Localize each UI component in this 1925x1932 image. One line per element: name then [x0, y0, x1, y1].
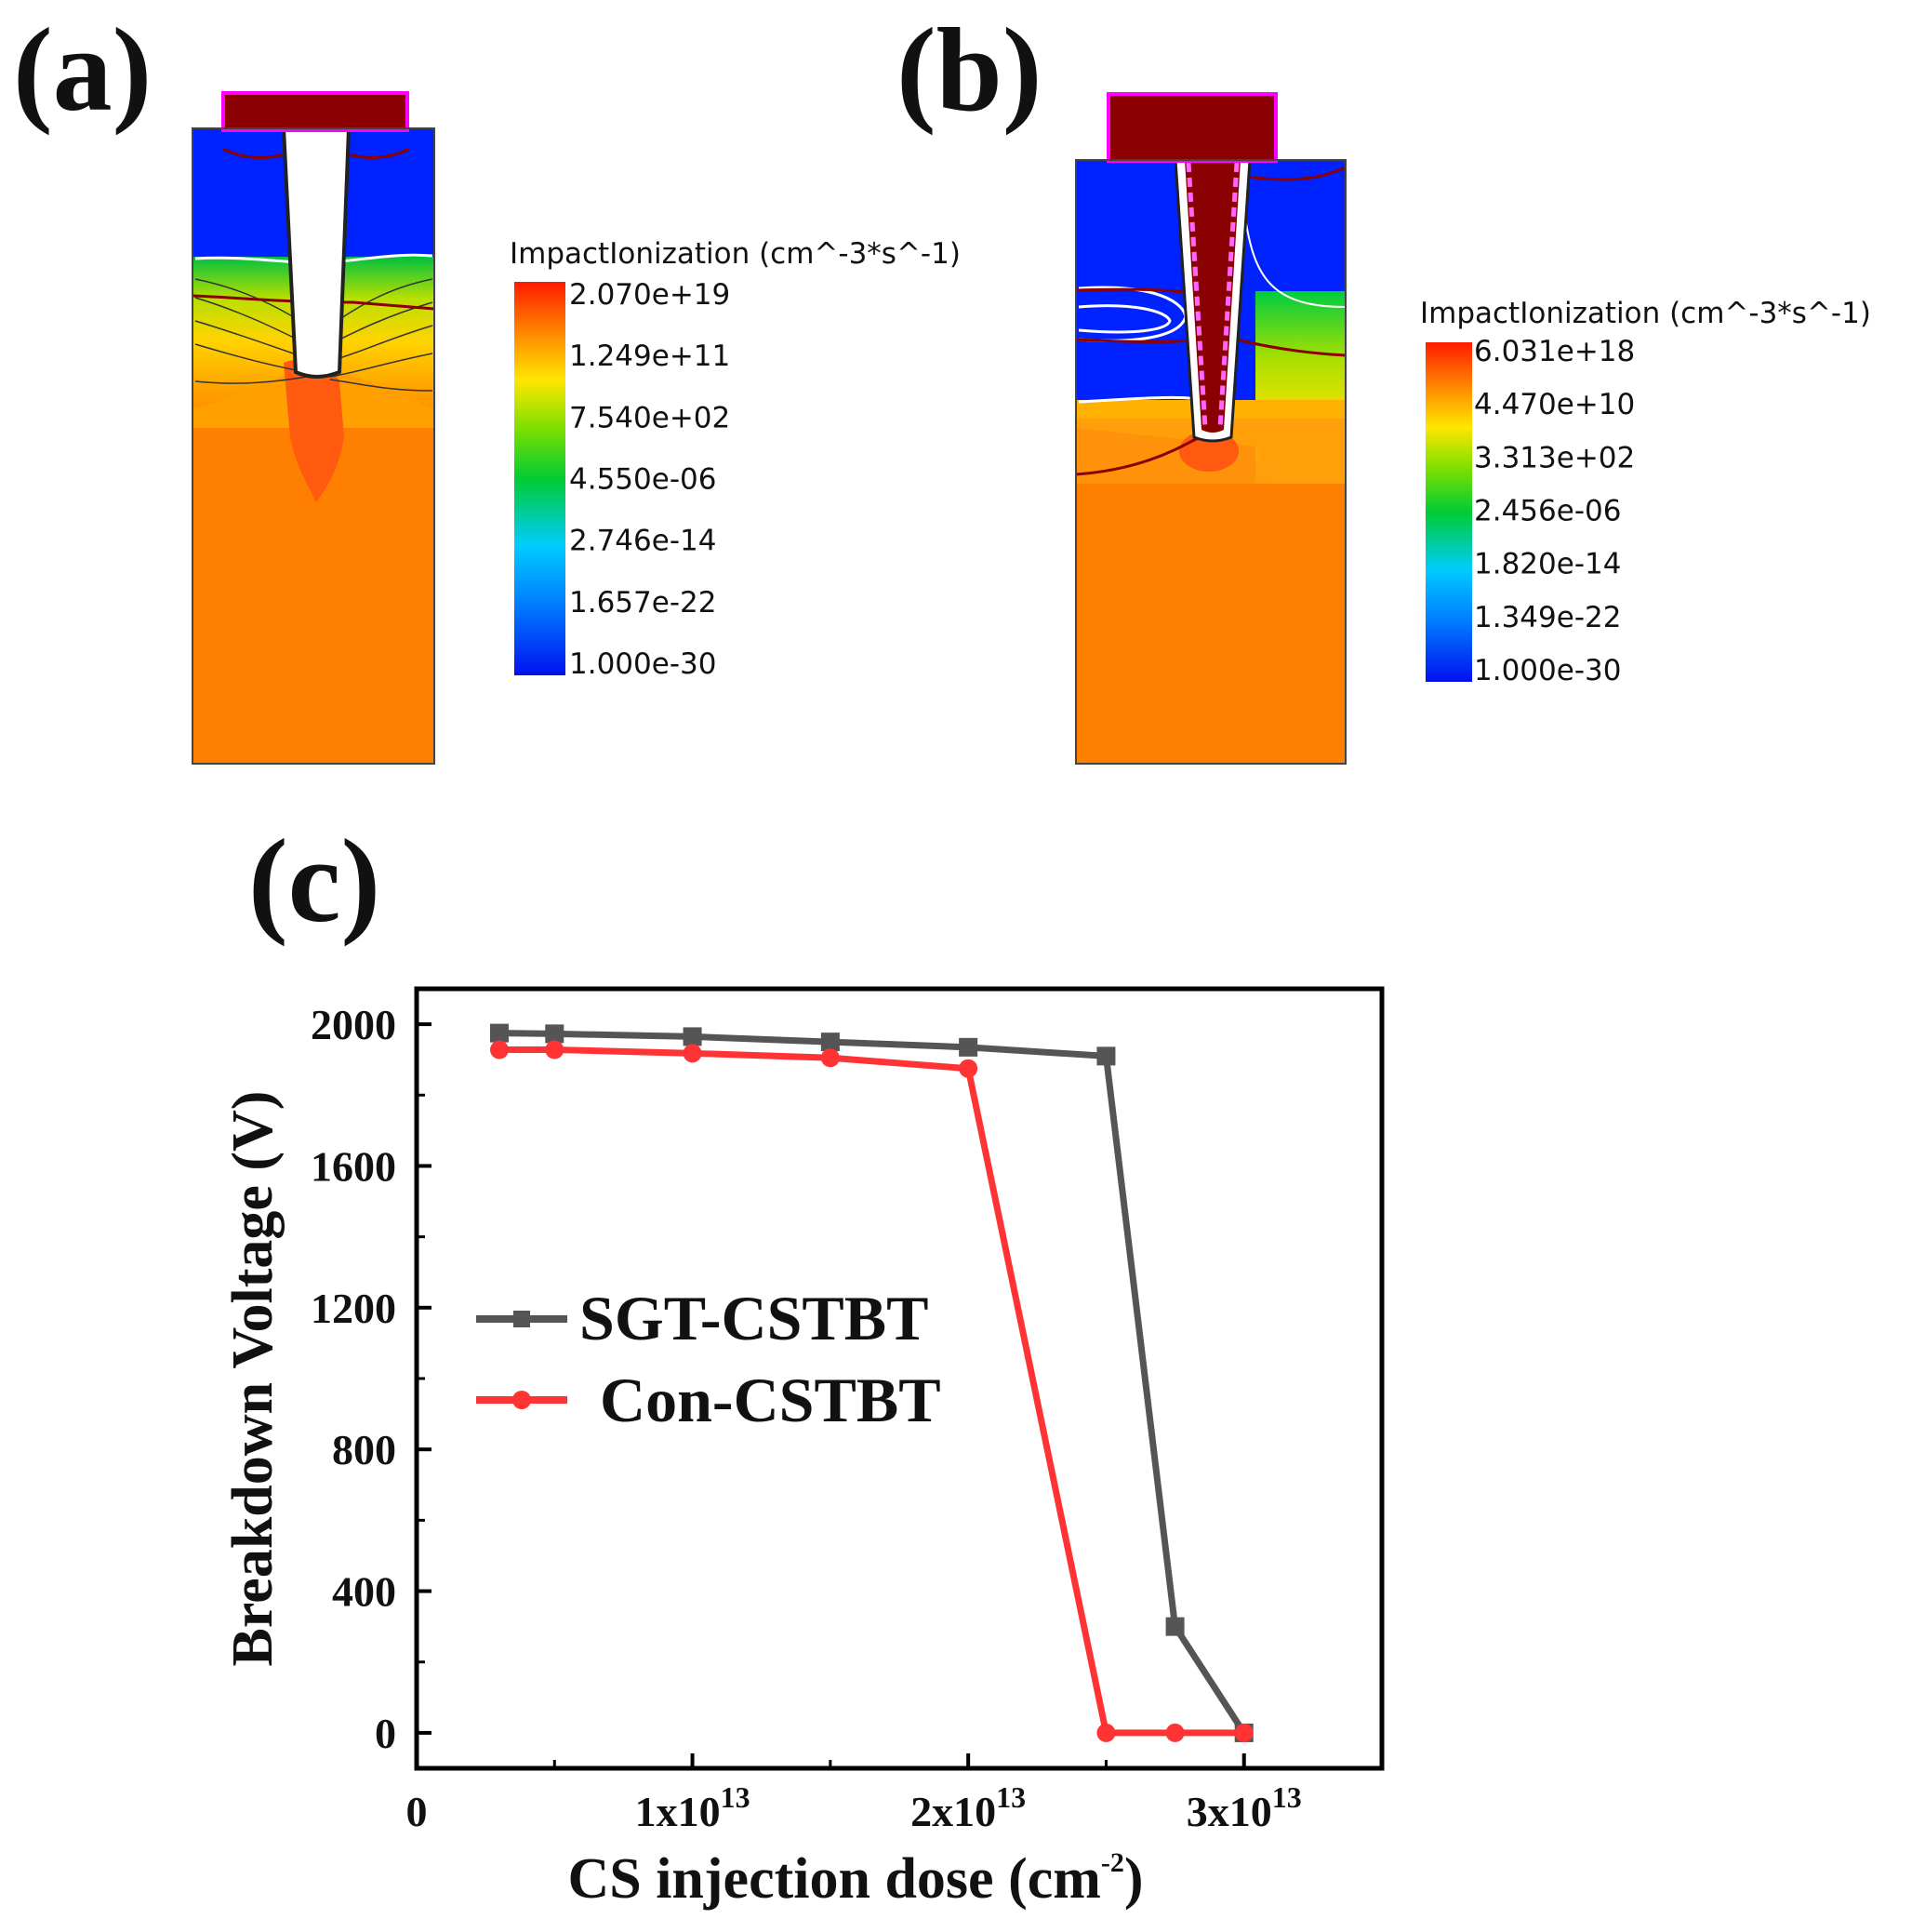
y-tick-label: 400 [332, 1568, 396, 1616]
colorbar-b-tick-0: 6.031e+18 [1474, 335, 1635, 368]
y-tick-label: 1200 [311, 1285, 396, 1332]
colorbar-b-title: ImpactIonization (cm^-3*s^-1) [1420, 297, 1871, 330]
contour-line [1245, 222, 1347, 308]
data-point-Con-CSTBT [1234, 1723, 1254, 1742]
y-tick-label: 0 [375, 1710, 396, 1757]
colorbar-a-tick-0: 2.070e+19 [569, 278, 730, 312]
data-point-Con-CSTBT [1165, 1723, 1185, 1742]
plot-frame [414, 986, 1385, 1771]
data-point-SGT-CSTBT [820, 1033, 840, 1052]
colorbar-b-tick-1: 4.470e+10 [1474, 388, 1635, 421]
data-point-Con-CSTBT [545, 1040, 564, 1059]
y-tick-label: 1600 [311, 1142, 396, 1190]
colorbar-b-tick-4: 1.820e-14 [1474, 548, 1621, 581]
colorbar-a-scale [514, 282, 565, 675]
axis-ticks: 0 400 800 1200 1600 2000 0 1x1013 2x1013 3x1013 [311, 1001, 1302, 1835]
legend-marker-sgt [513, 1311, 530, 1327]
x-axis-label: CS injection dose (cm-2) [567, 1847, 1143, 1911]
x-tick-label: 3x1013 [1187, 1780, 1302, 1835]
breakdown-voltage-chart: 0 400 800 1200 1600 2000 0 1x1013 2x1013 3x1013 B… [221, 986, 1385, 1911]
chart-series [489, 1023, 1254, 1742]
device-a-simulation [192, 91, 435, 765]
x-tick-label: 1x1013 [635, 1780, 750, 1835]
data-point-Con-CSTBT [489, 1040, 509, 1059]
chart-legend: SGT-CSTBT Con-CSTBT [476, 1283, 941, 1435]
colorbar-b-tick-3: 2.456e-06 [1474, 495, 1621, 528]
series-line-SGT-CSTBT [498, 1030, 1247, 1735]
legend-label-sgt: SGT-CSTBT [579, 1283, 928, 1353]
x-tick-label-zero: 0 [406, 1788, 428, 1835]
colorbar-b-scale [1426, 342, 1472, 682]
impact-ionization-peak [284, 359, 344, 502]
colorbar-b: ImpactIonization (cm^-3*s^-1) 6.031e+18 4… [1420, 297, 1871, 687]
panel-b-label: (b) [896, 4, 1042, 136]
colorbar-b-tick-5: 1.349e-22 [1474, 601, 1621, 634]
colorbar-b-tick-6: 1.000e-30 [1474, 654, 1621, 687]
colorbar-a-tick-2: 7.540e+02 [569, 401, 730, 434]
colorbar-a-tick-3: 4.550e-06 [569, 463, 716, 497]
data-point-SGT-CSTBT [1096, 1046, 1116, 1066]
top-metal-contact [221, 91, 409, 132]
series-line-Con-CSTBT [498, 1046, 1244, 1737]
x-axis-label-exp: -2 [1101, 1847, 1124, 1878]
colorbar-a-tick-4: 2.746e-14 [569, 525, 716, 558]
colorbar-a-tick-5: 1.657e-22 [569, 586, 716, 620]
data-point-Con-CSTBT [820, 1048, 840, 1068]
data-point-Con-CSTBT [1096, 1723, 1116, 1742]
colorbar-a-ticks: 2.070e+19 1.249e+11 7.540e+02 4.550e-06 2.74… [569, 278, 730, 681]
data-point-SGT-CSTBT [1165, 1617, 1185, 1636]
colorbar-a-tick-6: 1.000e-30 [569, 647, 716, 681]
source-junction [1245, 166, 1347, 181]
top-metal-contact [1107, 92, 1278, 163]
data-point-SGT-CSTBT [489, 1023, 509, 1043]
x-axis-label-close: ) [1124, 1847, 1144, 1911]
trench-oxide [281, 127, 352, 379]
data-point-SGT-CSTBT [683, 1027, 702, 1046]
junction-line [1075, 338, 1347, 476]
colorbar-a-tick-1: 1.249e+11 [569, 340, 730, 373]
colorbar-b-tick-2: 3.313e+02 [1474, 441, 1635, 474]
x-tick-label: 2x1013 [910, 1780, 1026, 1835]
device-b-outline [1075, 159, 1347, 765]
x-axis-label-main: CS injection dose (cm [567, 1847, 1100, 1911]
panel-c: (c) 0 400 800 1200 1600 2000 0 1x1013 2x1013 3x10… [221, 815, 1385, 1911]
panel-a-label: (a) [13, 4, 152, 136]
data-point-SGT-CSTBT [959, 1037, 978, 1057]
y-tick-label: 800 [332, 1426, 396, 1473]
colorbar-a-title: ImpactIonization (cm^-3*s^-1) [510, 237, 961, 271]
panel-c-label: (c) [248, 815, 380, 947]
colorbar-a: ImpactIonization (cm^-3*s^-1) 2.070e+19 1… [510, 237, 961, 681]
y-tick-label: 2000 [311, 1001, 396, 1048]
data-point-SGT-CSTBT [545, 1024, 564, 1044]
colorbar-b-ticks: 6.031e+18 4.470e+10 3.313e+02 2.456e-06 1.82… [1474, 335, 1635, 687]
data-point-Con-CSTBT [683, 1044, 702, 1063]
data-point-Con-CSTBT [959, 1059, 978, 1078]
device-a-outline [192, 127, 435, 765]
y-axis-label: Breakdown Voltage (V) [221, 1091, 285, 1667]
legend-label-con: Con-CSTBT [600, 1365, 941, 1435]
legend-marker-con [512, 1391, 531, 1409]
contour-line [1078, 304, 1172, 334]
panel-b: (b) ImpactIonization (cm^-3*s^-1) 6.031e [896, 4, 1871, 765]
split-gate-electrode [1185, 160, 1241, 433]
panel-a: (a) [13, 4, 961, 765]
device-b-simulation [1075, 92, 1347, 765]
